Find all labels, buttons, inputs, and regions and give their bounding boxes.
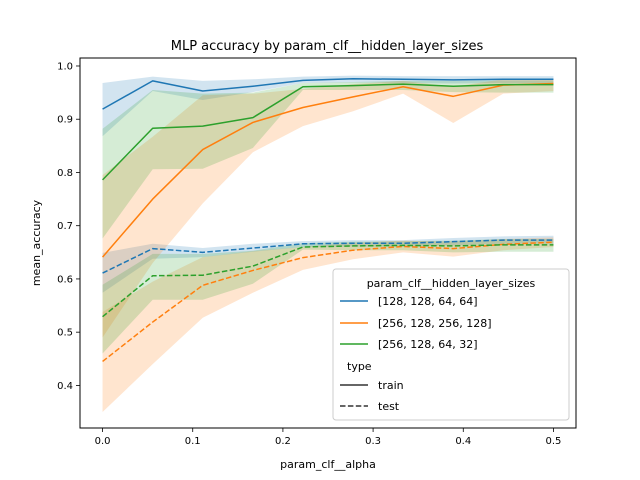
legend: param_clf__hidden_layer_sizes [128, 128,… <box>332 268 570 421</box>
chart-title: MLP accuracy by param_clf__hidden_layer_… <box>171 39 484 54</box>
y-tick-label: 0.9 <box>57 115 73 126</box>
x-axis-label: param_clf__alpha <box>280 458 376 471</box>
legend-label-train: train <box>378 379 404 392</box>
legend-style-title: type <box>347 360 372 373</box>
x-tick-label: 0.1 <box>185 436 201 447</box>
legend-box <box>332 268 570 421</box>
line-series-1-train <box>102 78 554 110</box>
legend-label-test: test <box>378 400 400 413</box>
y-tick-label: 0.6 <box>57 274 73 285</box>
y-tick-label: 0.4 <box>57 381 73 392</box>
x-tick-label: 0.2 <box>275 436 291 447</box>
y-tick-label: 1.0 <box>57 61 73 72</box>
legend-label-series-3: [256, 128, 64, 32] <box>378 338 478 351</box>
x-tick-label: 0.4 <box>455 436 471 447</box>
line-series-3-train <box>102 83 554 181</box>
x-tick-label: 0.5 <box>546 436 562 447</box>
line-series-1-test <box>102 239 554 274</box>
y-tick-label: 0.7 <box>57 221 73 232</box>
legend-hue-title: param_clf__hidden_layer_sizes <box>367 277 536 290</box>
y-axis-ticks: 0.4 0.5 0.6 0.7 0.8 0.9 1.0 <box>57 61 80 392</box>
legend-label-series-1: [128, 128, 64, 64] <box>378 295 478 308</box>
x-tick-label: 0.0 <box>95 436 111 447</box>
line-series-2-test <box>102 241 554 363</box>
line-series-2-train <box>101 82 554 258</box>
x-tick-label: 0.3 <box>365 436 381 447</box>
band-series-3-test <box>102 239 554 354</box>
y-tick-label: 0.8 <box>57 168 73 179</box>
band-series-1-test <box>102 235 554 293</box>
band-series-1-train <box>102 75 554 137</box>
legend-label-series-2: [256, 128, 256, 128] <box>378 317 492 330</box>
x-axis-ticks: 0.0 0.1 0.2 0.3 0.4 0.5 <box>95 428 562 447</box>
y-tick-label: 0.5 <box>57 328 73 339</box>
plot-frame <box>79 57 577 429</box>
line-series-3-test <box>102 244 554 318</box>
series-lines <box>101 78 554 363</box>
band-series-3-train <box>102 80 554 239</box>
y-axis-label: mean_accuracy <box>30 199 43 286</box>
